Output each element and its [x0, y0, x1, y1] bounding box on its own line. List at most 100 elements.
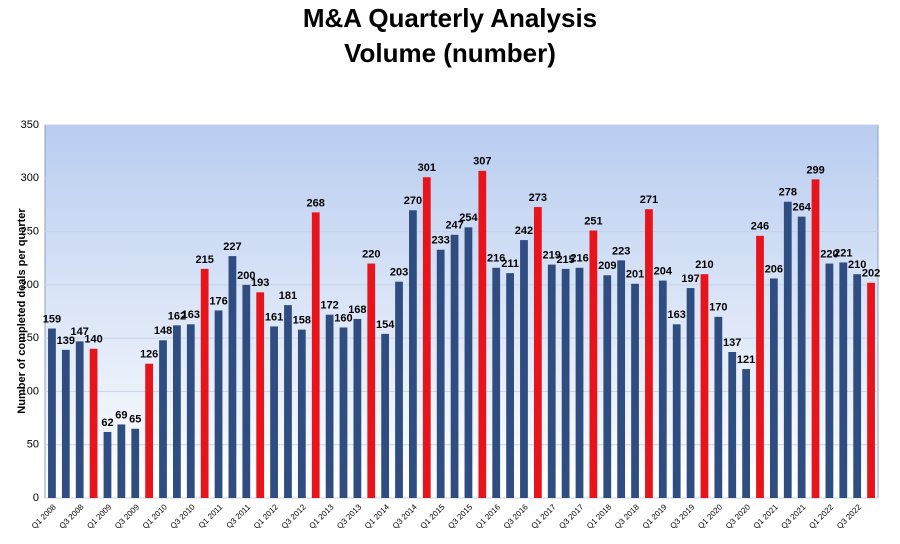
x-tick-label: Q3 2010 — [169, 502, 197, 530]
bar — [797, 216, 806, 498]
bar — [867, 282, 875, 498]
y-axis-label: Number of completed deals per quarter — [16, 208, 28, 414]
bar — [173, 325, 181, 498]
data-label: 247 — [445, 220, 463, 232]
data-label: 139 — [57, 335, 75, 347]
bar — [686, 288, 695, 498]
data-label: 161 — [265, 311, 283, 323]
data-label: 221 — [834, 247, 852, 259]
bar — [742, 369, 750, 498]
data-label: 193 — [251, 277, 269, 289]
x-tick-label: Q1 2021 — [752, 502, 780, 530]
bar — [131, 428, 140, 498]
data-label: 158 — [293, 315, 311, 327]
bar — [422, 177, 431, 498]
bar — [547, 264, 556, 498]
bar — [700, 274, 709, 498]
bar — [728, 351, 737, 498]
bar — [825, 263, 834, 498]
data-label: 204 — [654, 266, 673, 278]
data-label: 301 — [418, 162, 436, 174]
data-label: 210 — [695, 259, 713, 271]
bar — [520, 240, 528, 498]
x-tick-label: Q1 2020 — [696, 502, 724, 530]
data-label: 210 — [848, 259, 866, 271]
bar — [617, 260, 626, 498]
data-label: 176 — [209, 295, 227, 307]
data-label: 69 — [115, 409, 127, 421]
x-tick-label: Q1 2016 — [474, 502, 502, 530]
x-tick-label: Q1 2010 — [141, 502, 169, 530]
bar — [839, 262, 848, 498]
y-tick-label: 150 — [21, 332, 39, 344]
bar — [89, 348, 98, 498]
data-label: 147 — [71, 326, 89, 338]
chart-title: M&A Quarterly Analysis — [303, 3, 597, 33]
data-label: 202 — [862, 268, 880, 280]
data-label: 197 — [681, 273, 699, 285]
data-label: 270 — [404, 195, 422, 207]
data-label: 121 — [737, 354, 755, 366]
y-tick-label: 100 — [21, 385, 39, 397]
x-tick-label: Q3 2012 — [280, 502, 308, 530]
data-label: 168 — [348, 304, 366, 316]
x-tick-label: Q1 2012 — [252, 502, 280, 530]
data-label: 181 — [279, 290, 297, 302]
data-label: 219 — [543, 250, 561, 262]
data-label: 215 — [556, 254, 574, 266]
x-tick-label: Q3 2022 — [835, 502, 863, 530]
x-tick-label: Q1 2017 — [530, 502, 558, 530]
data-label: 278 — [779, 187, 797, 199]
bar — [714, 316, 723, 498]
x-tick-label: Q1 2015 — [419, 502, 447, 530]
data-label: 273 — [529, 192, 547, 204]
bar — [811, 179, 820, 498]
bar — [533, 207, 542, 498]
x-tick-label: Q1 2019 — [641, 502, 669, 530]
bar — [325, 314, 334, 498]
x-tick-label: Q3 2013 — [335, 502, 363, 530]
bar — [339, 327, 348, 498]
x-tick-label: Q3 2020 — [724, 502, 752, 530]
data-label: 154 — [376, 319, 395, 331]
x-tick-label: Q1 2018 — [585, 502, 613, 530]
data-label: 254 — [459, 212, 478, 224]
bar — [853, 274, 862, 498]
x-tick-label: Q1 2009 — [85, 502, 113, 530]
data-label: 160 — [334, 312, 352, 324]
data-label: 220 — [820, 248, 838, 260]
data-label: 162 — [168, 310, 186, 322]
y-tick-label: 0 — [33, 492, 39, 504]
bar — [117, 424, 126, 498]
x-tick-label: Q1 2022 — [807, 502, 835, 530]
data-label: 159 — [43, 313, 61, 325]
bar — [436, 249, 445, 498]
bar — [256, 292, 265, 498]
x-tick-label: Q3 2021 — [779, 502, 807, 530]
bar — [200, 268, 209, 498]
bar — [492, 267, 501, 498]
bar — [186, 324, 195, 498]
bar — [214, 310, 223, 498]
data-label: 163 — [668, 309, 686, 321]
data-label: 170 — [709, 302, 727, 314]
data-label: 62 — [101, 417, 113, 429]
bar — [270, 326, 278, 498]
data-label: 216 — [570, 253, 588, 265]
bar — [464, 227, 473, 498]
bar — [575, 267, 584, 498]
bar — [450, 234, 459, 499]
bar — [297, 329, 306, 498]
data-label: 271 — [640, 194, 658, 206]
bar — [311, 212, 320, 499]
data-label: 209 — [598, 260, 616, 272]
bar — [381, 333, 390, 498]
chart-subtitle: Volume (number) — [344, 38, 556, 68]
data-label: 223 — [612, 245, 630, 257]
x-tick-label: Q3 2008 — [58, 502, 86, 530]
bar — [769, 278, 778, 498]
bar — [672, 324, 681, 498]
bar — [242, 284, 251, 498]
data-label: 148 — [154, 325, 172, 337]
